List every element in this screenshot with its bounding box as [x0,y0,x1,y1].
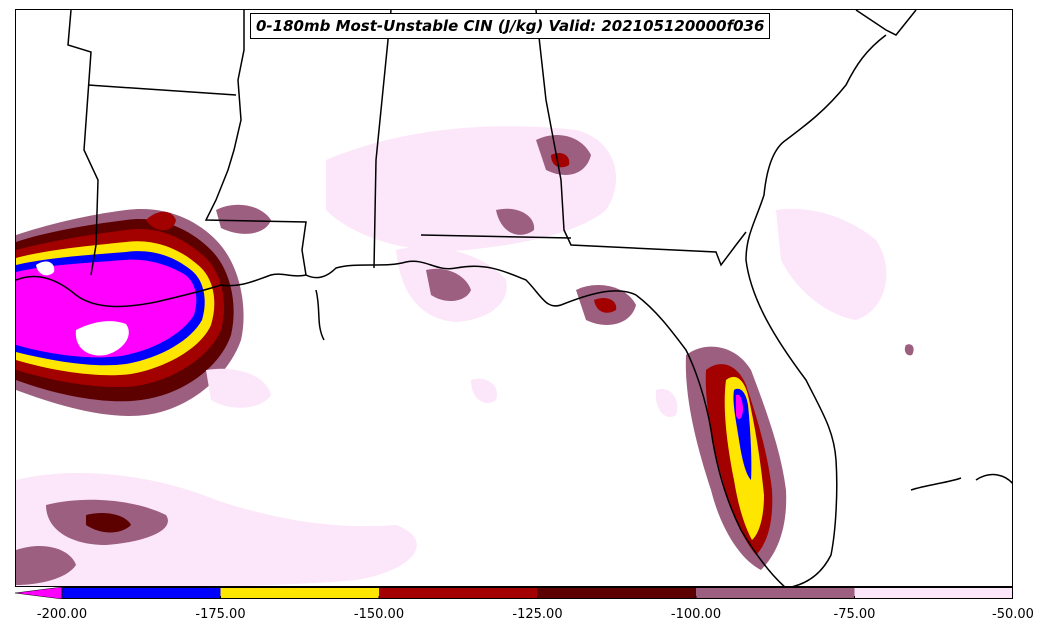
coastlines-and-borders [16,10,1012,586]
cin-map [16,10,1012,586]
colorbar-tick-label: -50.00 [992,607,1034,622]
florida-cin-field [685,346,787,570]
colorbar-tick-label: -100.00 [670,607,722,622]
colorbar-tick-label: -75.00 [833,607,876,622]
colorbar-segment [537,587,696,599]
colorbar-segment [854,587,1013,599]
colorbar-tick-label: -200.00 [36,607,88,622]
colorbar-tick-label: -175.00 [195,607,246,622]
colorbar [15,587,1013,599]
colorbar-tick-label: -150.00 [353,607,405,622]
colorbar-segment [62,587,221,599]
colorbar-segment [696,587,855,599]
colorbar-segment [220,587,379,599]
western-gulf-cin-field [16,209,244,416]
map-title: 0-180mb Most-Unstable CIN (J/kg) Valid: … [250,13,771,39]
colorbar-tick-label: -125.00 [512,607,563,622]
colorbar-segment [379,587,538,599]
map-panel [15,9,1013,587]
colorbar-under-arrow [15,587,63,599]
